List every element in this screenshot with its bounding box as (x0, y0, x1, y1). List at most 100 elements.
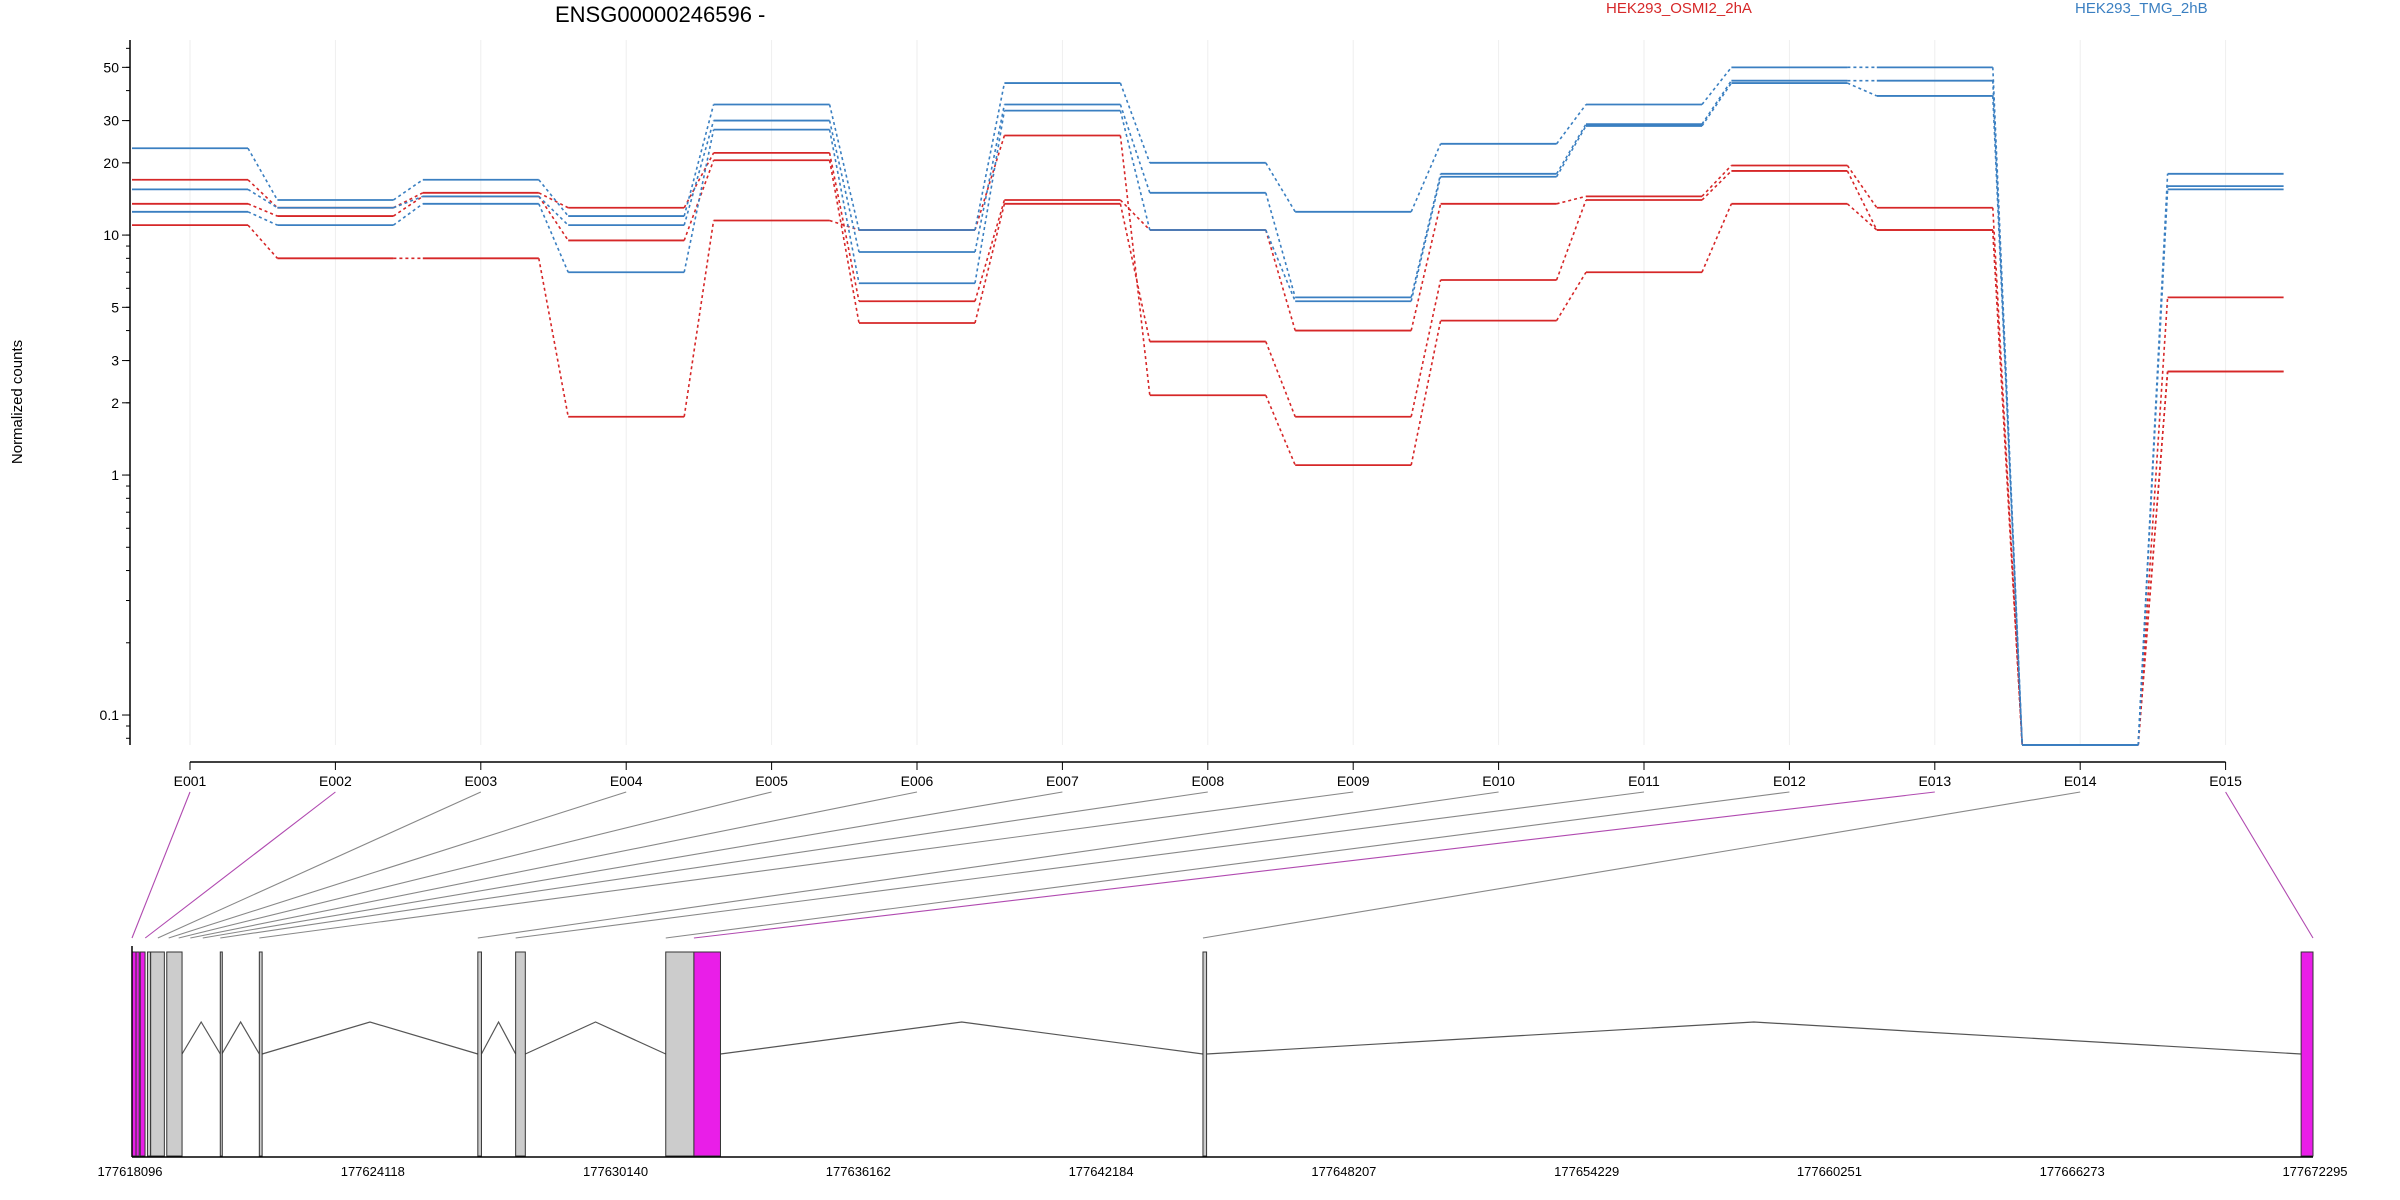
exon-box (1202, 951, 1208, 1157)
y-tick-label: 20 (103, 155, 119, 171)
exon-transition-segment (1119, 82, 1151, 164)
exon-box (515, 951, 526, 1157)
exon-transition-segment (683, 152, 715, 209)
series-line (132, 82, 2284, 746)
x-tick-label: E001 (174, 773, 207, 789)
bin-link-line (190, 791, 918, 939)
genomic-tick-label: 177642184 (1069, 1164, 1134, 1179)
exon-transition-segment (828, 160, 860, 324)
intron-junction (221, 1020, 260, 1055)
exon-transition-segment (247, 147, 279, 201)
grid-layer (189, 40, 2227, 745)
genomic-tick-label: 177654229 (1554, 1164, 1619, 1179)
genomic-tick-label: 177624118 (341, 1164, 405, 1179)
exon-transition-segment (683, 120, 715, 226)
exon-transition-segment (538, 203, 569, 273)
intron-junction (1206, 1021, 2302, 1055)
exon-transition-segment (683, 129, 715, 273)
genomic-tick-label: 177630140 (583, 1164, 648, 1179)
x-tick-label: E012 (1773, 773, 1806, 789)
exon-box (219, 951, 223, 1157)
exon-transition-segment (1701, 66, 1733, 106)
x-tick-label: E004 (610, 773, 643, 789)
genomic-tick-label: 177660251 (1797, 1164, 1862, 1179)
exon-box (2300, 951, 2314, 1157)
bin-link-line (178, 791, 772, 939)
exon-transition-segment (1556, 195, 1587, 205)
x-tick-label: E008 (1191, 773, 1224, 789)
exon-transition-segment (392, 179, 424, 201)
exon-transition-segment (1410, 143, 1442, 213)
exon-box (135, 951, 140, 1157)
exon-box (693, 951, 721, 1157)
exon-transition-segment (828, 120, 860, 253)
exon-transition-segment (1119, 203, 1151, 342)
genomic-axis: 177618096 177624118 177630140 177636162 1776… (97, 946, 2348, 1179)
exon-box (166, 951, 183, 1157)
intron-junction (261, 1021, 478, 1055)
bin-link-line (1202, 791, 2081, 939)
exon-box (139, 951, 146, 1157)
exon-transition-segment (2137, 189, 2169, 746)
exon-transition-segment (538, 179, 569, 217)
exon-transition-segment (1265, 394, 1296, 466)
exon-transition-segment (247, 203, 278, 217)
x-tick-label: E015 (2209, 773, 2242, 789)
series-line (132, 152, 2284, 746)
exon-transition-segment (247, 224, 278, 259)
gene-title: ENSG00000246596 - (555, 2, 766, 27)
legend-group-a: HEK293_OSMI2_2hA (1606, 0, 1752, 17)
exon-transition-segment (974, 82, 1006, 231)
exon-transition-segment (1119, 110, 1151, 231)
exon-transition-segment (392, 203, 424, 226)
bin-link-line (220, 791, 1208, 939)
bin-link-line (2225, 791, 2314, 939)
y-tick-label: 0.1 (100, 707, 120, 723)
y-tick-label: 30 (103, 113, 119, 129)
exon-transition-segment (828, 104, 860, 231)
intron-junction (181, 1020, 221, 1055)
exon-transition-segment (974, 199, 1006, 302)
intron-junction (720, 1021, 1204, 1055)
y-tick-label: 3 (111, 353, 119, 369)
exon-transition-segment (2137, 371, 2169, 746)
exon-transition-segment (1846, 170, 1878, 231)
exon-box (477, 951, 482, 1157)
y-axis: 0.1 1 2 3 5 10 20 30 50 (100, 40, 131, 745)
x-tick-label: E009 (1337, 773, 1370, 789)
x-tick-label: E007 (1046, 773, 1079, 789)
exon-transition-segment (1846, 203, 1878, 231)
exon-transition-segment (247, 179, 278, 209)
exon-transition-segment (1265, 162, 1296, 213)
exon-transition-segment (1410, 320, 1442, 466)
bin-link-line (202, 791, 1063, 939)
legend-group-b: HEK293_TMG_2hB (2075, 0, 2208, 17)
exon-transition-segment (1119, 135, 1151, 396)
y-tick-label: 5 (111, 299, 119, 315)
exon-transition-segment (1265, 341, 1296, 418)
exon-box (258, 951, 263, 1157)
y-tick-label: 2 (111, 395, 119, 411)
bin-link-line (259, 791, 1354, 939)
exon-box (665, 951, 695, 1157)
exon-transition-segment (1701, 80, 1733, 125)
bin-link-line (693, 791, 1935, 939)
exon-transition-segment (2137, 297, 2169, 746)
exon-transition-segment (828, 129, 860, 284)
y-tick-label: 50 (103, 59, 119, 75)
series-line (132, 134, 2284, 746)
exon-transition-segment (538, 195, 569, 226)
exon-transition-segment (1701, 203, 1733, 273)
x-tick-label: E014 (2064, 773, 2097, 789)
exon-transition-segment (1555, 104, 1587, 145)
exon-transition-segment (1846, 165, 1878, 209)
intron-junction (480, 1020, 517, 1055)
bin-link-line (144, 791, 336, 939)
x-tick-label: E005 (755, 773, 788, 789)
gene-model (131, 951, 2314, 1157)
x-tick-label: E003 (464, 773, 497, 789)
bin-link-line (477, 791, 1499, 939)
exon-transition-segment (538, 258, 569, 417)
